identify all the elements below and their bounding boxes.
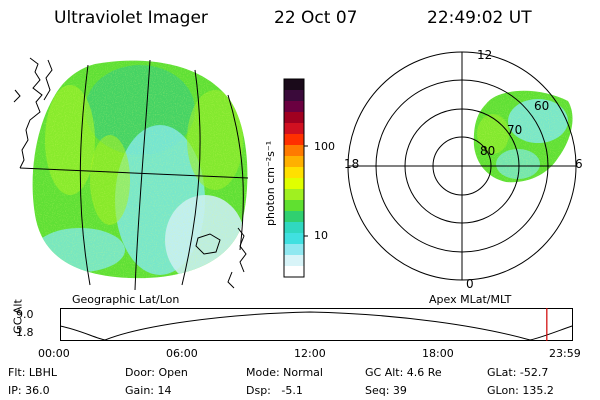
mlt-label-0: 0 (466, 277, 474, 291)
footer-dsp: Dsp: -5.1 (246, 384, 303, 397)
colorbar-segment (284, 167, 304, 179)
footer-ip: IP: 36.0 (8, 384, 50, 397)
colorbar-segment (284, 244, 304, 256)
geographic-image-panel (13, 57, 249, 290)
colorbar-tick-10: 10 (314, 229, 328, 242)
date-label: 22 Oct 07 (274, 8, 358, 28)
altitude-curve (60, 311, 573, 341)
instrument-title: Ultraviolet Imager (54, 8, 208, 28)
apex-caption: Apex MLat/MLT (429, 293, 512, 306)
footer-filter: Flt: LBHL (8, 366, 57, 379)
colorbar-segment (284, 266, 304, 278)
colorbar-segment (284, 222, 304, 234)
time-tick-1800: 18:00 (422, 347, 454, 360)
colorbar-segment (284, 200, 304, 212)
colorbar-segment (284, 79, 304, 91)
colorbar-segment (284, 233, 304, 245)
mlat-label-60: 60 (534, 99, 549, 113)
geographic-grid (19, 59, 249, 290)
altitude-plot (60, 308, 573, 341)
mlat-label-80: 80 (480, 144, 495, 158)
polar-plot: 12 0 18 6 60 70 80 (344, 48, 583, 291)
colorbar-segment (284, 255, 304, 267)
time-tick-1200: 12:00 (294, 347, 326, 360)
mlt-label-6: 6 (575, 157, 583, 171)
colorbar-tick-100: 100 (314, 140, 335, 153)
time-label: 22:49:02 UT (427, 8, 532, 28)
uv-disc-image (32, 60, 248, 279)
colorbar-segment (284, 156, 304, 168)
colorbar-segment (284, 90, 304, 102)
footer-mode: Mode: Normal (246, 366, 323, 379)
altitude-tick-9: 9.0 (16, 308, 34, 321)
polar-grid (347, 51, 577, 281)
mlt-label-18: 18 (344, 157, 359, 171)
colorbar-segment (284, 123, 304, 135)
colorbar-segment (284, 134, 304, 146)
footer-glon: GLon: 135.2 (487, 384, 554, 397)
footer-door: Door: Open (125, 366, 188, 379)
colorbar-gradient (284, 79, 304, 278)
colorbar-segment (284, 112, 304, 124)
mlt-label-12: 12 (477, 48, 492, 62)
polar-uv-image (473, 90, 573, 183)
colorbar-segment (284, 189, 304, 201)
footer-glat: GLat: -52.7 (487, 366, 549, 379)
footer-seq: Seq: 39 (365, 384, 407, 397)
colorbar-segment (284, 145, 304, 157)
colorbar: photon cm⁻²s⁻¹ (264, 78, 308, 278)
colorbar-segment (284, 211, 304, 223)
altitude-tick-1-8: 1.8 (16, 326, 34, 339)
time-tick-2359: 23:59 (549, 347, 581, 360)
mlat-label-70: 70 (507, 123, 522, 137)
time-tick-0000: 00:00 (38, 347, 70, 360)
geographic-caption: Geographic Lat/Lon (72, 293, 180, 306)
time-tick-0600: 06:00 (166, 347, 198, 360)
colorbar-unit-label: photon cm⁻²s⁻¹ (264, 141, 277, 226)
footer-gain: Gain: 14 (125, 384, 172, 397)
colorbar-segment (284, 101, 304, 113)
colorbar-segment (284, 178, 304, 190)
footer-gc-alt: GC Alt: 4.6 Re (365, 366, 442, 379)
coastline (13, 57, 247, 289)
